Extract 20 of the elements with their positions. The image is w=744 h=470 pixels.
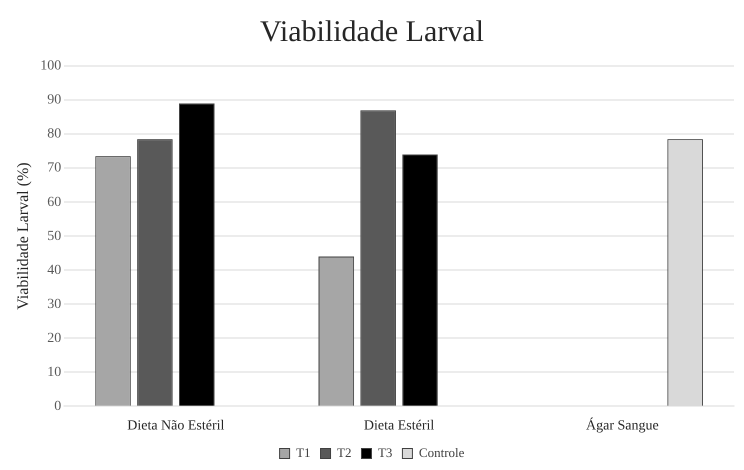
y-tick-label: 60 xyxy=(47,194,62,210)
chart-title: Viabilidade Larval xyxy=(260,14,484,48)
legend-label: T1 xyxy=(296,444,311,460)
x-tick-label: Ágar Sangue xyxy=(586,416,659,434)
y-tick-label: 70 xyxy=(47,160,62,176)
legend-label: T2 xyxy=(337,444,352,460)
y-axis-title: Viabilidade Larval (%) xyxy=(14,162,32,310)
y-tick-label: 100 xyxy=(40,58,62,74)
y-tick-label: 0 xyxy=(54,398,62,414)
x-tick-label: Dieta Não Estéril xyxy=(127,418,225,434)
y-tick-label: 10 xyxy=(47,364,62,380)
y-tick-label: 30 xyxy=(47,296,62,312)
y-tick-label: 90 xyxy=(47,92,62,108)
y-tick-label: 80 xyxy=(47,126,62,142)
legend-label: Controle xyxy=(418,444,465,460)
x-tick-label: Dieta Estéril xyxy=(364,418,434,434)
legend-label: T3 xyxy=(378,444,392,460)
y-tick-label: 40 xyxy=(47,262,62,278)
y-tick-label: 50 xyxy=(47,228,62,244)
y-tick-label: 20 xyxy=(47,330,62,346)
